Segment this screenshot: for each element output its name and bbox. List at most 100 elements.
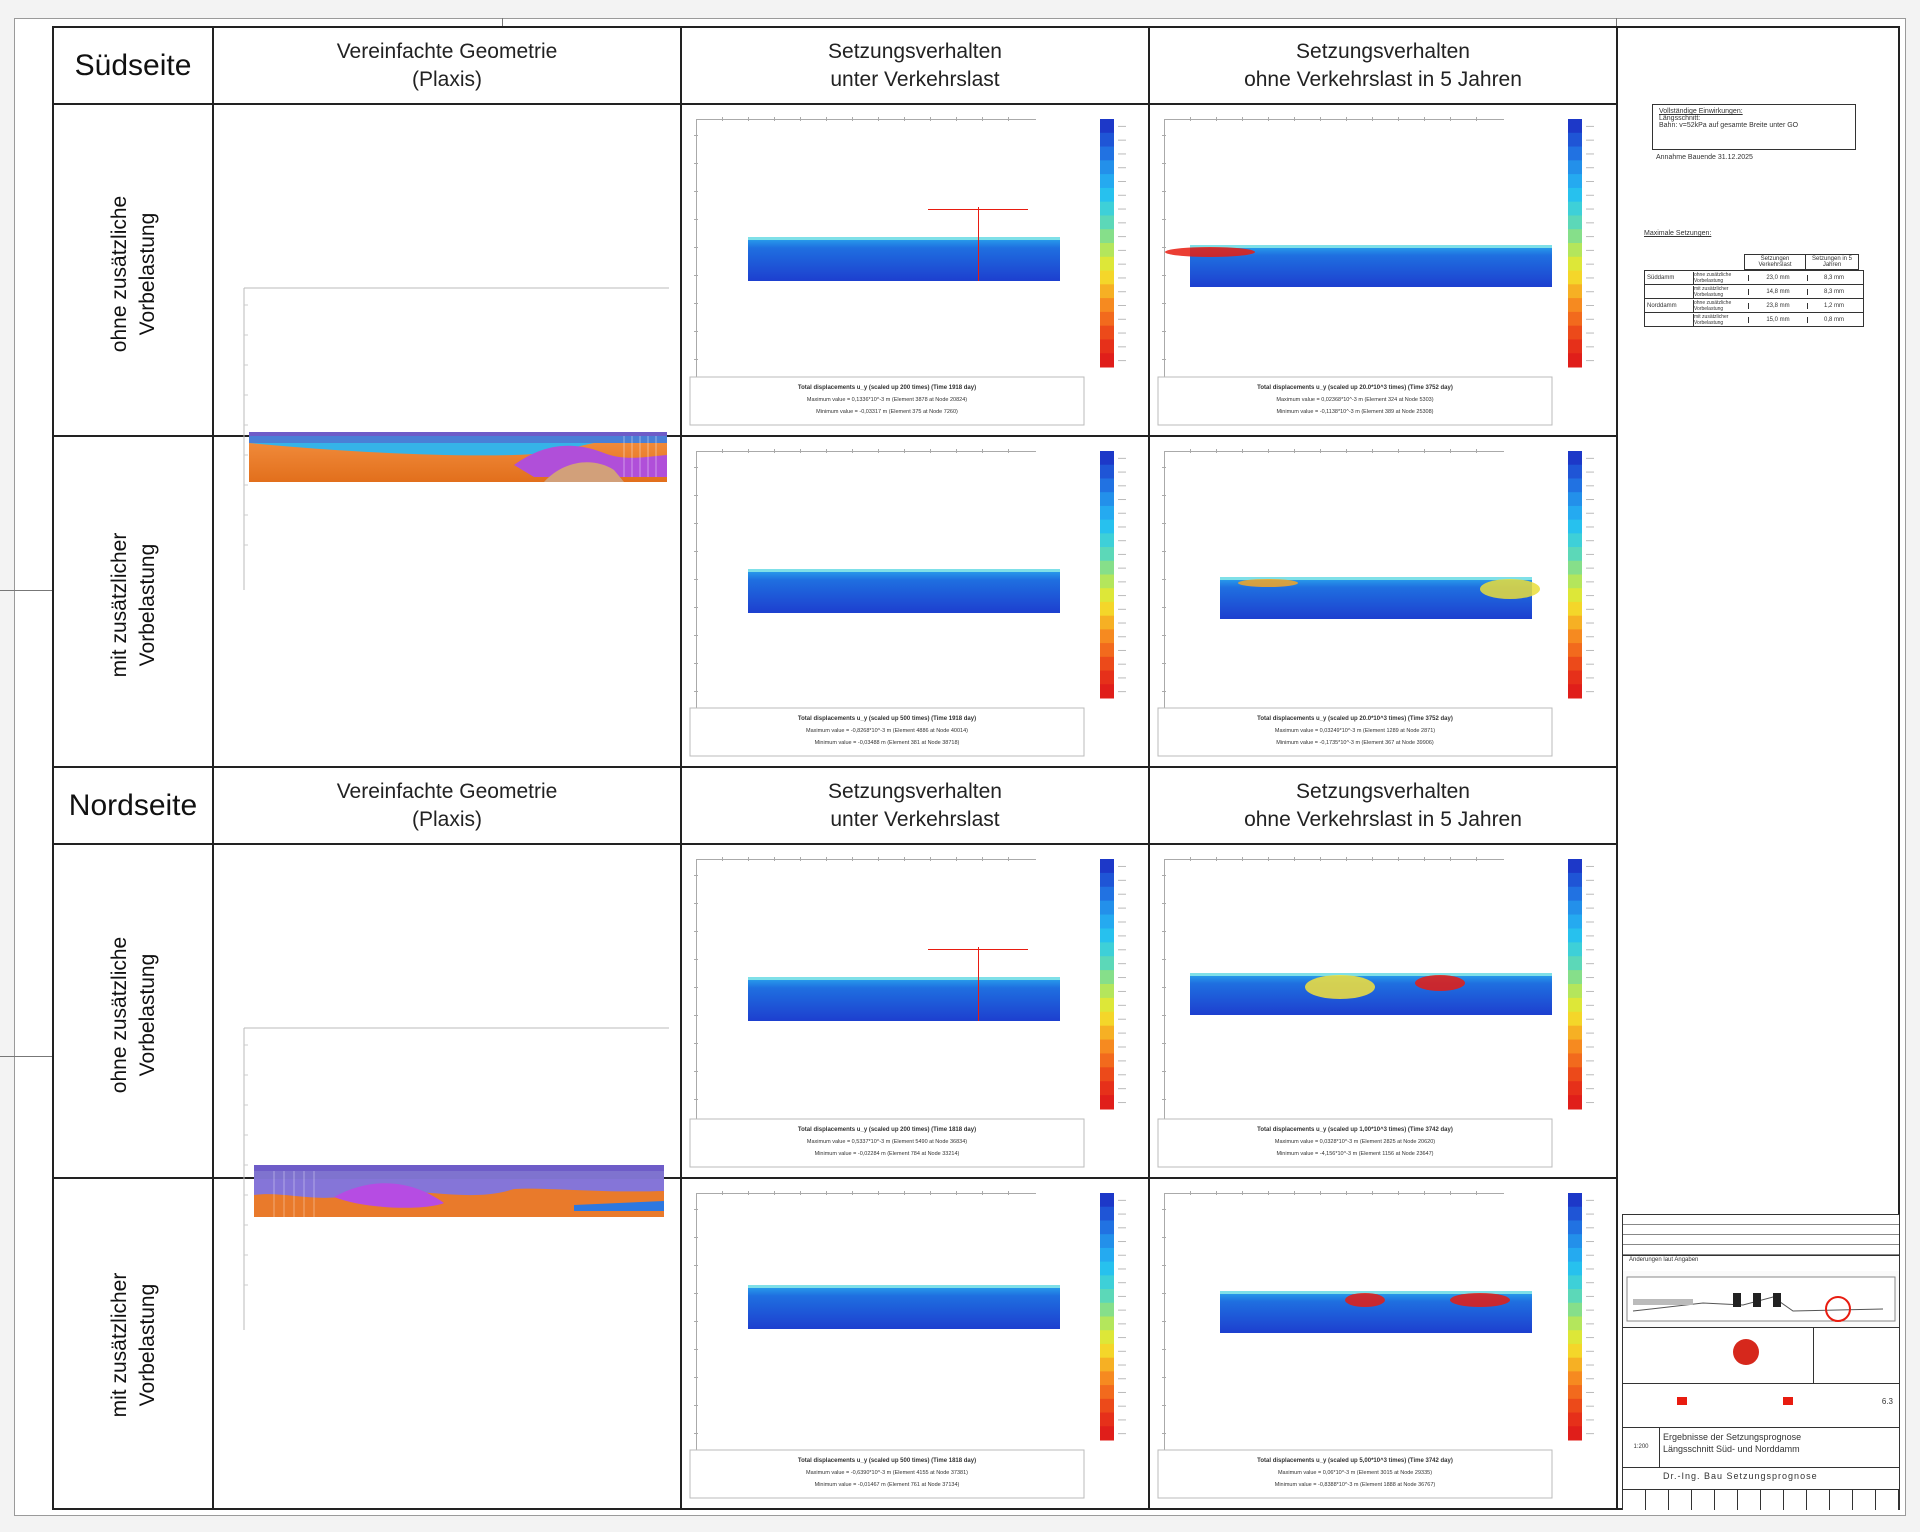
y-tick (1162, 931, 1166, 932)
legend-label-tick (1118, 1241, 1126, 1243)
x-tick (1346, 1191, 1347, 1195)
sheet-number: 6.3 (1881, 1397, 1893, 1406)
x-tick (722, 449, 723, 453)
x-tick (1398, 857, 1399, 861)
legend-label-tick (1118, 1060, 1126, 1062)
legend-label-tick (1118, 318, 1126, 320)
legend-label-tick (1586, 649, 1594, 651)
legend-swatch (1100, 478, 1114, 493)
legend-label-tick (1118, 1046, 1126, 1048)
legend-swatch (1100, 1371, 1114, 1386)
drawing-title: Ergebnisse der Setzungsprognose (1663, 1432, 1802, 1442)
y-tick (1162, 551, 1166, 552)
legend-label-tick (1118, 153, 1126, 155)
x-tick (1216, 857, 1217, 861)
row-label: ohne zusätzliche Vorbelastung (108, 195, 159, 353)
x-tick (826, 449, 827, 453)
y-tick (694, 219, 698, 220)
x-tick (1008, 1191, 1009, 1195)
legend-label-tick (1586, 249, 1594, 251)
y-tick (1162, 607, 1166, 608)
legend-label-tick (1586, 346, 1594, 348)
legend-swatch (1100, 574, 1114, 589)
legend-label-tick (1118, 977, 1126, 979)
legend-swatch (1100, 1343, 1114, 1359)
legend-label-tick (1118, 291, 1126, 293)
y-tick (694, 579, 698, 580)
y-tick (694, 987, 698, 988)
legend-label-tick (1118, 181, 1126, 182)
x-tick (1372, 1191, 1373, 1195)
y-axis (696, 859, 697, 1121)
x-tick (1346, 117, 1347, 121)
legend-swatch (1568, 670, 1582, 685)
legend-swatch (1100, 984, 1114, 999)
caption-line: Maximum value = 0,02368*10^-3 m (Element… (1276, 397, 1433, 403)
soil-band (748, 569, 1060, 613)
legend-swatch (1568, 505, 1582, 521)
legend-swatch (1568, 1343, 1582, 1359)
x-tick (1346, 449, 1347, 453)
legend-label-tick (1586, 277, 1594, 279)
legend-swatch (1568, 1316, 1582, 1331)
x-tick (904, 117, 905, 121)
y-tick (1162, 1405, 1166, 1406)
legend-swatch (1100, 560, 1114, 575)
x-tick (982, 857, 983, 861)
legend-swatch (1568, 997, 1582, 1013)
legend-label-tick (1118, 1337, 1126, 1339)
x-tick (904, 449, 905, 453)
legend-label-tick (1118, 277, 1126, 279)
x-tick (1346, 857, 1347, 861)
y-tick (1162, 1349, 1166, 1350)
legend-label-tick (1586, 977, 1594, 979)
table-row: mit zusätzlicher Vorbelastung 14,8 mm 8,… (1645, 284, 1863, 298)
legend-label-tick (1586, 1268, 1594, 1270)
legend-swatch (1100, 1330, 1114, 1345)
legend-label-tick (1118, 1004, 1126, 1006)
legend-swatch (1100, 215, 1114, 230)
caption-line: Minimum value = -0,1735*10^-3 m (Element… (1276, 740, 1434, 746)
legend-swatch (1568, 684, 1582, 699)
table-row: Süddamm ohne zusätzliche Vorbelastung 23… (1645, 270, 1863, 284)
drawing-title: Längsschnitt Süd- und Norddamm (1663, 1444, 1800, 1454)
y-axis (1164, 859, 1165, 1121)
legend-label-tick (1118, 1102, 1126, 1104)
legend-label-tick (1118, 457, 1126, 459)
legend-swatch (1568, 270, 1582, 285)
legend-swatch (1568, 132, 1582, 148)
legend-label-tick (1586, 1391, 1594, 1393)
legend-swatch (1568, 1371, 1582, 1386)
y-tick (694, 303, 698, 304)
y-tick (1162, 663, 1166, 664)
table-row: mit zusätzlicher Vorbelastung 15,0 mm 0,… (1645, 312, 1863, 326)
row-label: mit zusätzlicher Vorbelastung (108, 1272, 159, 1418)
legend-label-tick (1118, 222, 1126, 224)
x-tick (1450, 1191, 1451, 1195)
x-tick (904, 1191, 905, 1195)
legend-label-tick (1118, 691, 1126, 693)
legend-swatch (1568, 1067, 1582, 1082)
legend-swatch (1568, 187, 1582, 203)
legend-label-tick (1586, 581, 1594, 583)
x-tick (1242, 449, 1243, 453)
legend-swatch (1100, 132, 1114, 148)
legend-label-tick (1118, 208, 1126, 210)
legend-label-tick (1586, 263, 1594, 265)
legend-swatch (1100, 1275, 1114, 1290)
x-axis (1164, 859, 1504, 860)
header-longterm: Setzungsverhalten ohne Verkehrslast in 5… (1244, 39, 1522, 91)
caption-box (689, 376, 1085, 426)
legend-label-tick (1586, 865, 1594, 867)
caption-box (689, 1449, 1085, 1499)
x-tick (852, 857, 853, 861)
y-tick (1162, 1071, 1166, 1072)
x-tick (1294, 117, 1295, 121)
legend-label-tick (1118, 865, 1126, 867)
legend-label-tick (1118, 512, 1126, 514)
surface-layer (748, 569, 1060, 572)
y-tick (694, 1099, 698, 1100)
legend-swatch (1100, 872, 1114, 888)
x-tick (1242, 857, 1243, 861)
legend-label-tick (1586, 222, 1594, 224)
